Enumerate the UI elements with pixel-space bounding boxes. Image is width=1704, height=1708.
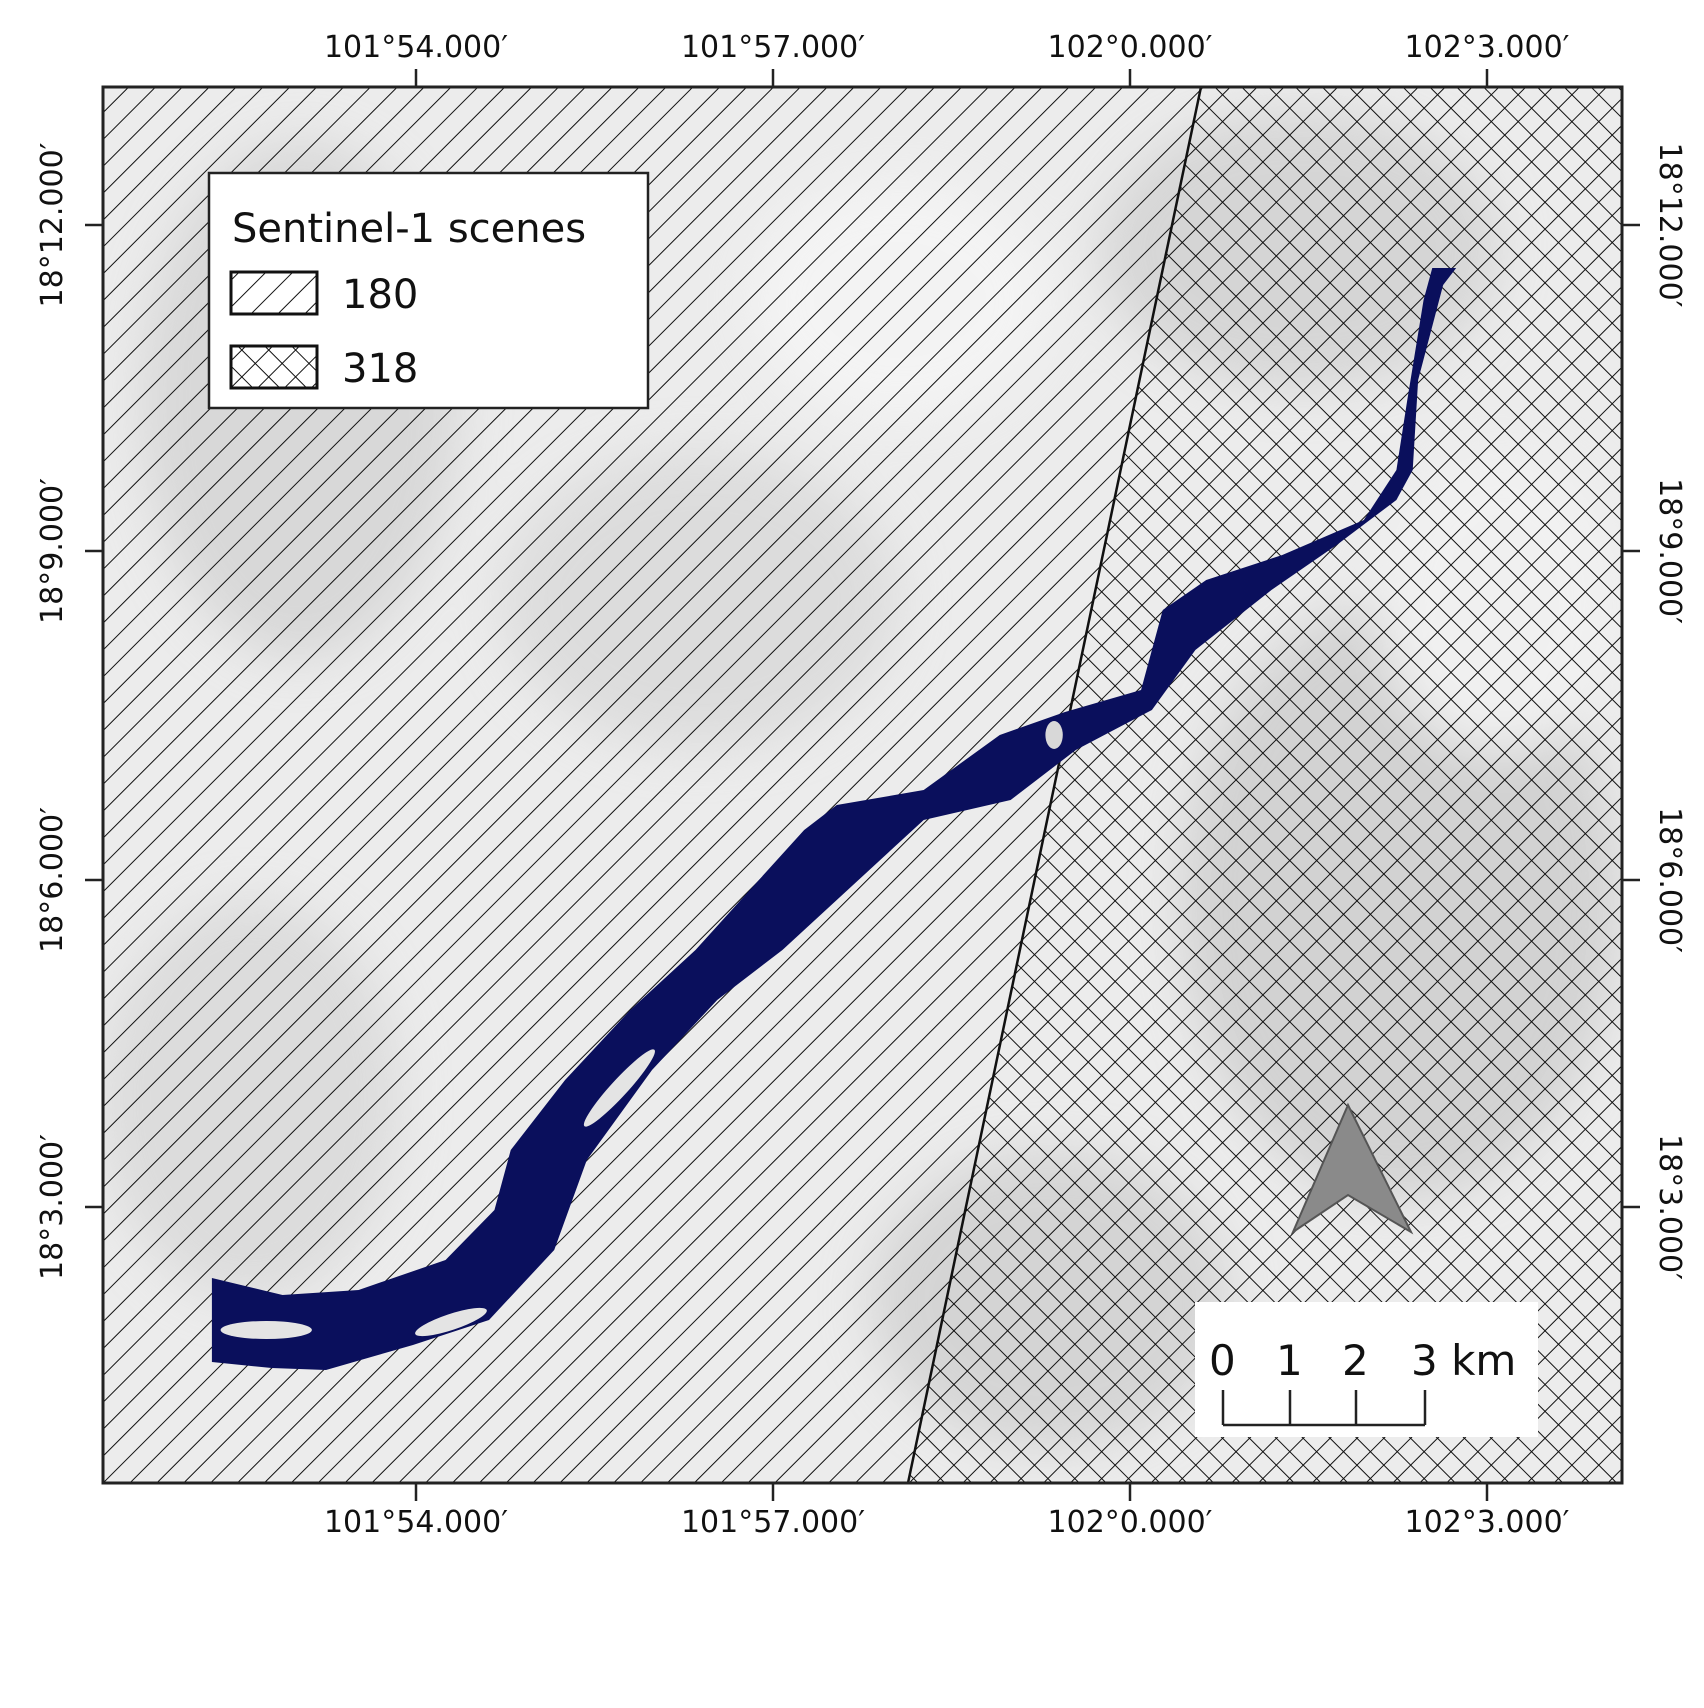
legend-label: 180 [342, 272, 418, 318]
river-island [1045, 721, 1063, 749]
legend-swatch-hatch [231, 346, 317, 388]
scale-bar-label: 1 [1276, 1336, 1303, 1385]
x-tick-label: 101°57.000′ [681, 30, 865, 65]
scale-bar-label: 2 [1342, 1336, 1369, 1385]
legend-title: Sentinel-1 scenes [232, 206, 586, 252]
scene-318 [908, 87, 1622, 1483]
scene-boundary [906, 87, 1203, 1483]
legend: Sentinel-1 scenes 180 318 [207, 171, 650, 410]
north-arrow-shape [1290, 1102, 1414, 1235]
scale-bar-label: 0 [1209, 1336, 1236, 1385]
y-tick-label: 18°3.000′ [35, 1134, 70, 1280]
y-tick-label: 18°12.000′ [35, 142, 70, 307]
y-tick-label: 18°6.000′ [35, 807, 70, 953]
river-area [211, 268, 1457, 1370]
graticule-ticks: 101°54.000′ 101°54.000′ 101°57.000′ 101°57.… [35, 30, 1687, 1540]
map-frame [101, 85, 1624, 1485]
scene-180 [103, 87, 1201, 1483]
scale-bar-label: 3 km [1411, 1336, 1516, 1385]
y-tick-label: 18°3.000′ [1652, 1134, 1687, 1280]
x-tick-label: 101°54.000′ [324, 30, 508, 65]
y-tick-label: 18°12.000′ [1652, 143, 1687, 308]
legend-swatch-hatch [231, 272, 317, 314]
x-tick-label: 102°3.000′ [1405, 1505, 1570, 1540]
river-island [583, 1049, 655, 1127]
x-tick-label: 101°54.000′ [324, 1505, 508, 1540]
x-tick-label: 102°3.000′ [1405, 30, 1570, 65]
river [211, 268, 1457, 1370]
x-tick-label: 101°57.000′ [681, 1505, 865, 1540]
x-tick-label: 102°0.000′ [1048, 1505, 1213, 1540]
x-tick-label: 102°0.000′ [1048, 30, 1213, 65]
map-body [103, 87, 1622, 1483]
river-island [220, 1321, 312, 1339]
river-island [415, 1307, 487, 1337]
north-arrow [1290, 1102, 1414, 1235]
y-tick-label: 18°9.000′ [1652, 478, 1687, 624]
y-tick-label: 18°6.000′ [1652, 807, 1687, 953]
scale-bar-box [1195, 1302, 1538, 1437]
y-tick-label: 18°9.000′ [35, 478, 70, 624]
legend-label: 318 [342, 346, 418, 392]
